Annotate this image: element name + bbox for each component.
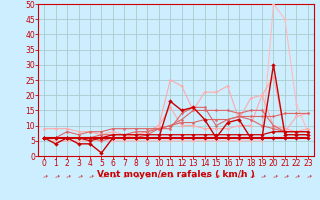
Text: ↗: ↗ <box>259 174 265 181</box>
Text: ↗: ↗ <box>41 174 47 181</box>
Text: ↗: ↗ <box>201 174 208 181</box>
Text: ↗: ↗ <box>293 174 300 181</box>
Text: ↗: ↗ <box>224 174 231 181</box>
Text: ↗: ↗ <box>98 174 105 181</box>
Text: ↗: ↗ <box>52 174 59 181</box>
Text: ↗: ↗ <box>270 174 277 181</box>
Text: ↗: ↗ <box>121 174 128 181</box>
Text: ↗: ↗ <box>156 174 162 181</box>
Text: ↗: ↗ <box>247 174 254 181</box>
Text: ↗: ↗ <box>64 174 70 181</box>
Text: ↗: ↗ <box>132 174 139 181</box>
Text: ↗: ↗ <box>144 174 151 181</box>
Text: ↗: ↗ <box>75 174 82 181</box>
Text: ↗: ↗ <box>167 174 173 181</box>
Text: ↗: ↗ <box>305 174 311 181</box>
Text: ↗: ↗ <box>282 174 288 181</box>
Text: ↗: ↗ <box>213 174 220 181</box>
Text: ↗: ↗ <box>87 174 93 181</box>
X-axis label: Vent moyen/en rafales ( km/h ): Vent moyen/en rafales ( km/h ) <box>97 170 255 179</box>
Text: ↗: ↗ <box>236 174 242 181</box>
Text: ↗: ↗ <box>110 174 116 181</box>
Text: ↗: ↗ <box>179 174 185 181</box>
Text: ↗: ↗ <box>190 174 196 181</box>
